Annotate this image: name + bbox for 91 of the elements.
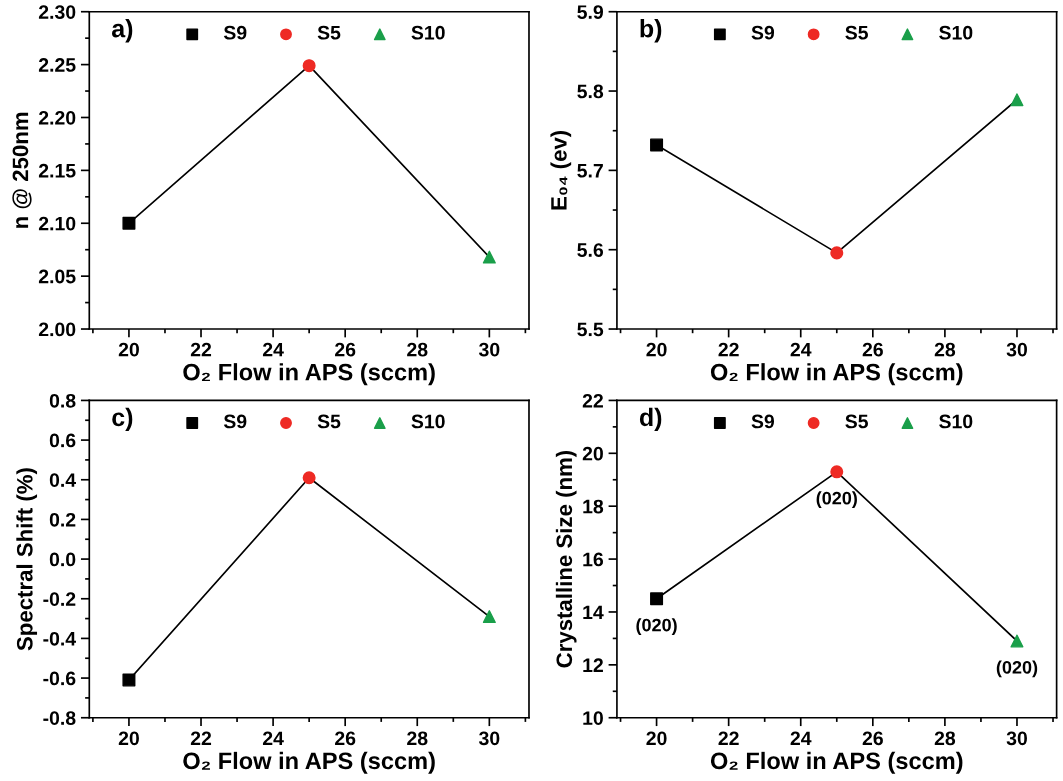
point xyxy=(302,59,316,73)
point xyxy=(302,471,316,485)
y-tick-label: 2.15 xyxy=(38,163,76,178)
y-tick-label: 0.8 xyxy=(49,393,76,408)
legend-label: S10 xyxy=(939,414,973,429)
y-axis-title: E₀₄ (ev) xyxy=(550,130,572,210)
y-tick-label: 5.6 xyxy=(577,243,604,257)
y-tick-label: 5.9 xyxy=(577,5,604,19)
x-tick-label: 20 xyxy=(646,731,667,746)
point xyxy=(650,592,664,606)
y-tick-label: -0.6 xyxy=(43,671,76,686)
y-tick-label: 16 xyxy=(583,552,604,567)
x-tick-label: 24 xyxy=(262,731,284,746)
legend-label: S5 xyxy=(317,25,341,40)
annotation: (020) xyxy=(816,491,857,509)
x-tick-label: 26 xyxy=(862,731,883,746)
x-tick-label: 20 xyxy=(646,342,667,357)
y-tick-label: 2.05 xyxy=(38,269,76,284)
legend-label: S5 xyxy=(845,25,868,40)
point xyxy=(1010,93,1024,107)
x-tick-label: 26 xyxy=(862,342,883,357)
y-tick-label: 0.6 xyxy=(49,433,76,448)
x-axis-title: O₂ Flow in APS (sccm) xyxy=(183,363,435,386)
y-tick-label: 2.10 xyxy=(38,216,76,231)
x-tick-label: 20 xyxy=(118,731,139,746)
x-tick-label: 30 xyxy=(478,342,500,357)
y-tick-label: 18 xyxy=(583,499,604,514)
y-tick-label: 2.25 xyxy=(38,58,76,72)
x-tick-label: 22 xyxy=(190,342,212,357)
x-tick-label: 22 xyxy=(190,731,212,746)
annotation: (020) xyxy=(636,618,677,636)
legend-label: S5 xyxy=(317,414,341,429)
y-tick-label: 5.8 xyxy=(577,84,604,99)
y-tick-label: 2.30 xyxy=(38,5,76,19)
point xyxy=(482,250,496,264)
annotation: c) xyxy=(112,407,133,432)
point xyxy=(122,673,136,687)
x-tick-label: 28 xyxy=(407,342,428,357)
point xyxy=(1010,634,1024,648)
x-axis-title: O₂ Flow in APS (sccm) xyxy=(710,751,963,774)
legend-label: S5 xyxy=(845,414,868,429)
y-tick-label: -0.4 xyxy=(43,631,76,646)
y-tick-label: 14 xyxy=(583,605,604,620)
y-tick-label: 10 xyxy=(583,711,603,725)
y-tick-label: 2.00 xyxy=(38,322,76,337)
x-tick-label: 20 xyxy=(118,342,139,357)
y-tick-label: 2.20 xyxy=(38,110,76,125)
point xyxy=(830,246,844,260)
y-tick-label: -0.8 xyxy=(43,711,76,725)
x-axis-title: O₂ Flow in APS (sccm) xyxy=(710,363,963,386)
point xyxy=(122,216,136,230)
x-tick-label: 26 xyxy=(335,731,356,746)
x-tick-label: 30 xyxy=(1006,731,1027,746)
point xyxy=(482,610,496,624)
legend-label: S10 xyxy=(939,25,973,40)
x-axis-title: O₂ Flow in APS (sccm) xyxy=(183,751,435,774)
legend-label: S9 xyxy=(223,25,247,40)
point xyxy=(650,138,664,152)
point xyxy=(830,465,844,479)
y-tick-label: 0.4 xyxy=(49,473,76,487)
legend-label: S9 xyxy=(751,414,775,429)
x-tick-label: 22 xyxy=(718,731,739,746)
legend-label: S9 xyxy=(223,414,247,429)
y-axis-title: Spectral Shift (%) xyxy=(16,468,38,651)
x-tick-label: 24 xyxy=(262,342,284,357)
x-tick-label: 28 xyxy=(934,731,956,746)
legend-label: S10 xyxy=(411,25,445,40)
y-tick-label: 0.0 xyxy=(49,552,76,567)
y-axis-title: Crystalline Size (nm) xyxy=(555,450,577,668)
y-tick-label: 0.2 xyxy=(49,512,76,527)
y-tick-label: -0.2 xyxy=(43,592,76,606)
x-tick-label: 22 xyxy=(718,342,739,357)
annotation: b) xyxy=(640,19,662,43)
x-tick-label: 26 xyxy=(335,342,356,357)
x-tick-label: 30 xyxy=(478,731,500,746)
x-tick-label: 24 xyxy=(790,731,812,746)
y-tick-label: 22 xyxy=(582,393,603,408)
x-tick-label: 30 xyxy=(1006,342,1027,357)
legend-label: S9 xyxy=(751,25,775,40)
y-tick-label: 20 xyxy=(582,446,603,461)
x-tick-label: 28 xyxy=(934,342,956,357)
y-tick-label: 5.5 xyxy=(577,322,604,337)
annotation: a) xyxy=(112,19,133,43)
annotation: (020) xyxy=(996,660,1038,678)
y-axis-title: n @ 250nm xyxy=(12,112,32,228)
y-tick-label: 12 xyxy=(583,658,603,672)
x-tick-label: 28 xyxy=(407,731,428,746)
legend-label: S10 xyxy=(411,414,445,429)
y-tick-label: 5.7 xyxy=(577,164,603,178)
annotation: d) xyxy=(639,407,662,432)
x-tick-label: 24 xyxy=(790,342,812,357)
